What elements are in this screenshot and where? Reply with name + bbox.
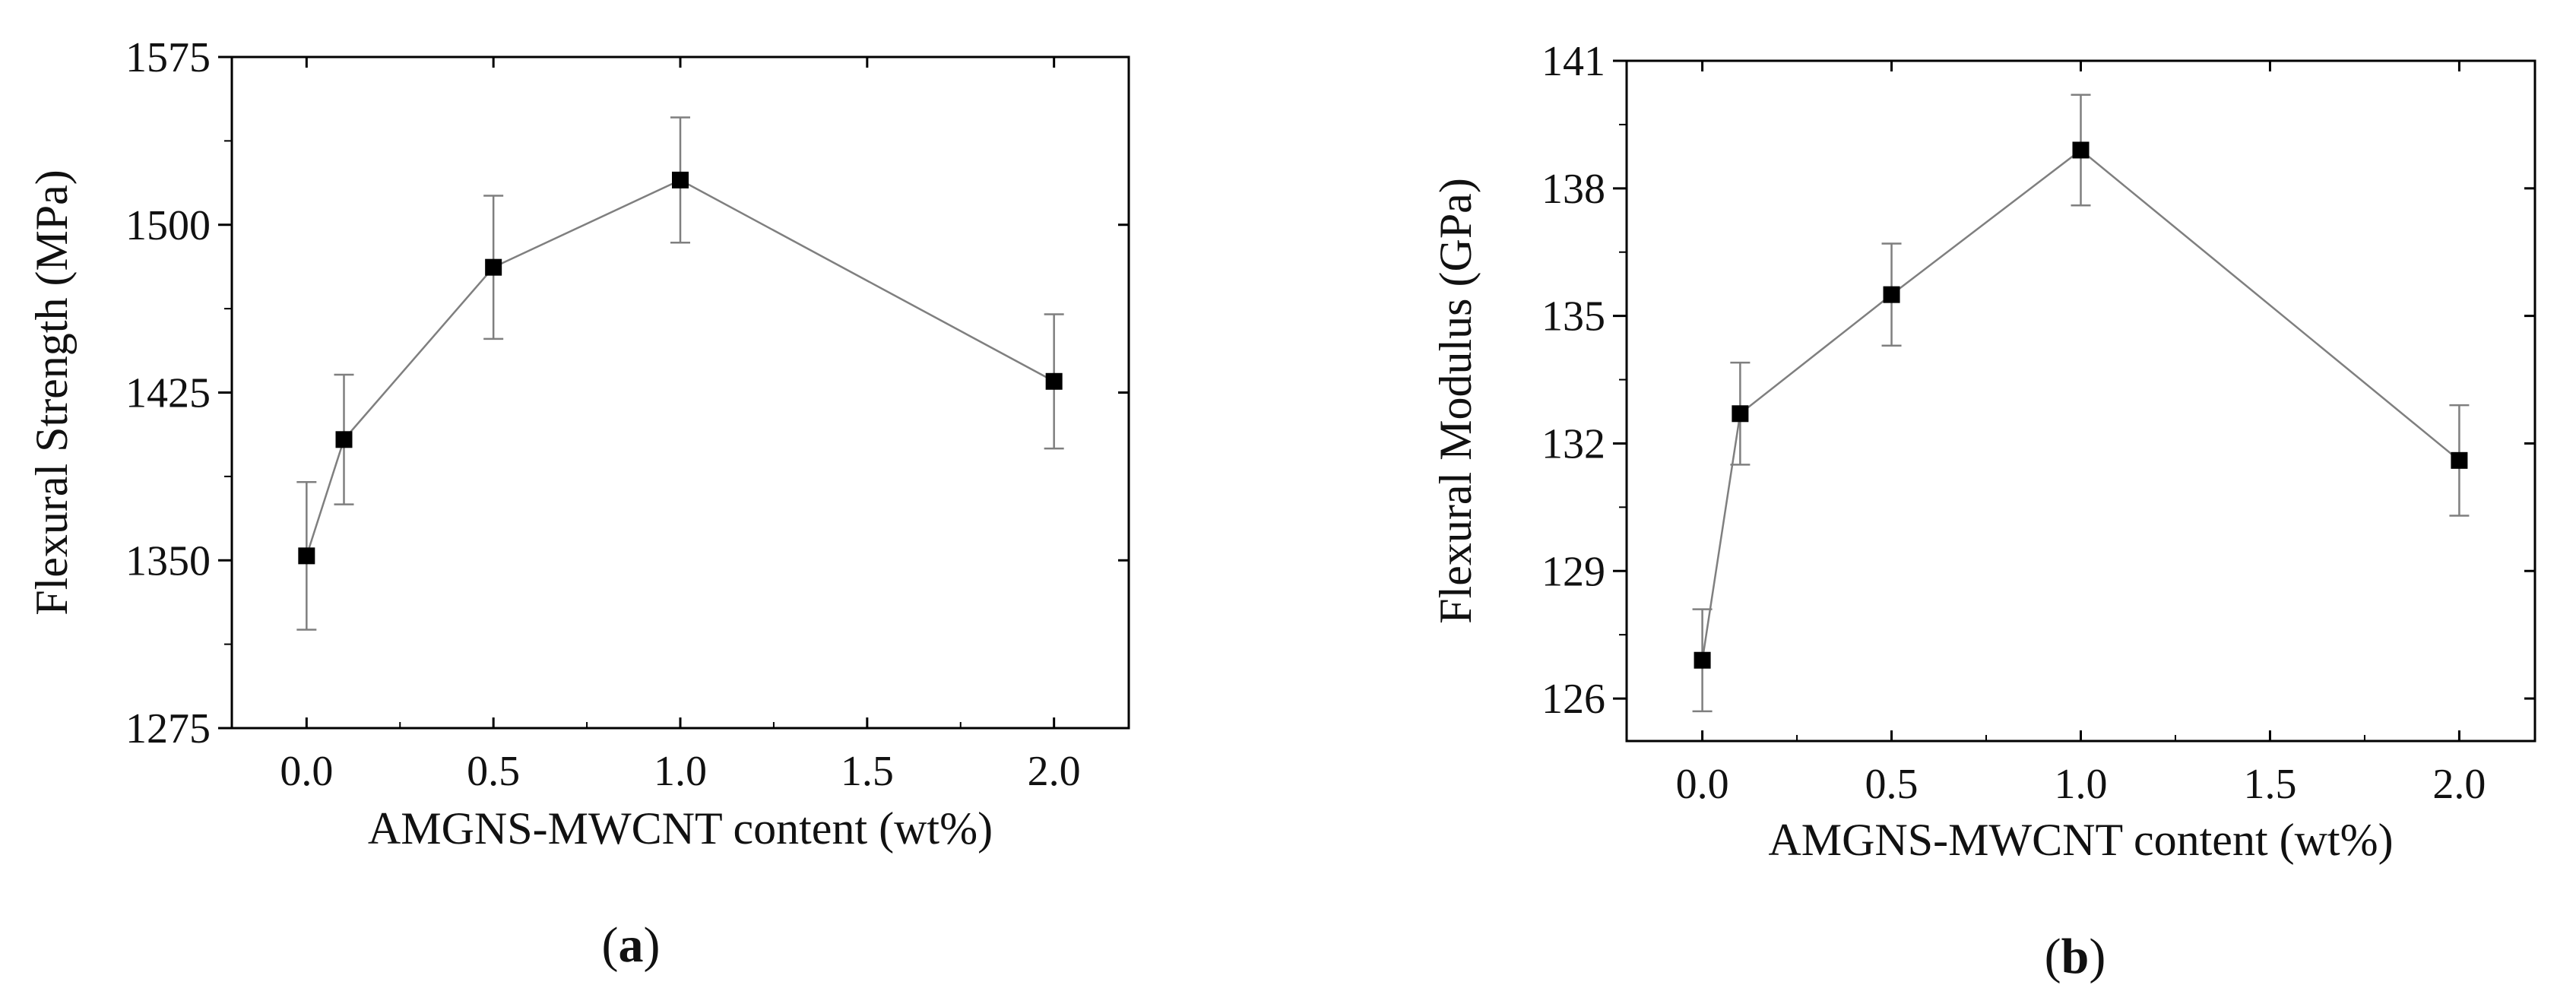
data-point <box>485 258 502 276</box>
x-tick-label: 2.0 <box>1028 748 1081 795</box>
chart-b: 0.0 0.5 1.0 1.5 2.0 126 129 132 135 138 141 AMGNS-M… <box>1431 38 2536 984</box>
y-tick-label: 1425 <box>125 370 211 417</box>
y-tick-label: 129 <box>1541 548 1605 595</box>
y-tick-label: 126 <box>1541 676 1605 723</box>
data-point <box>2451 451 2468 469</box>
caption-paren-close: ) <box>2089 929 2105 984</box>
y-tick-label: 141 <box>1541 38 1605 85</box>
x-tick-label: 0.0 <box>1676 761 1729 808</box>
series-line <box>1701 148 2460 660</box>
x-tick-label: 1.5 <box>841 748 894 795</box>
caption-letter: a <box>619 917 644 973</box>
x-tick-label: 0.5 <box>1865 761 1919 808</box>
data-point <box>2072 141 2090 159</box>
caption-paren-close: ) <box>644 917 661 973</box>
data-point <box>1045 372 1063 390</box>
chart-a: 0.0 0.5 1.0 1.5 2.0 1275 1350 1425 1500 1575 AMGNS… <box>27 34 1130 973</box>
x-tick-label: 1.0 <box>654 748 707 795</box>
subfigure-caption: (a) <box>602 917 661 973</box>
data-point <box>1883 286 1900 303</box>
y-axis-label: Flexural Modulus (GPa) <box>1431 178 1481 624</box>
data-point <box>298 547 315 565</box>
caption-letter: b <box>2061 929 2090 984</box>
y-tick-label: 1275 <box>125 705 211 752</box>
y-tick-label: 1575 <box>125 34 211 81</box>
x-tick-label: 1.0 <box>2055 761 2108 808</box>
x-tick-label: 1.5 <box>2243 761 2296 808</box>
y-tick-label: 1350 <box>125 537 211 584</box>
y-axis-label: Flexural Strength (MPa) <box>27 169 77 616</box>
data-point <box>335 431 353 448</box>
y-tick-label: 138 <box>1541 166 1605 213</box>
x-axis-label: AMGNS-MWCNT content (wt%) <box>1768 815 2393 865</box>
y-tick-label: 135 <box>1541 293 1605 340</box>
caption-paren-open: ( <box>2045 929 2061 984</box>
y-tick-label: 132 <box>1541 420 1605 467</box>
y-tick-label: 1500 <box>125 202 211 249</box>
data-point <box>672 171 689 188</box>
x-axis-label: AMGNS-MWCNT content (wt%) <box>368 803 993 854</box>
x-tick-label: 2.0 <box>2432 761 2486 808</box>
x-tick-label: 0.5 <box>467 748 520 795</box>
data-point <box>1694 651 1711 669</box>
x-tick-label: 0.0 <box>280 748 333 795</box>
data-point <box>1732 405 1749 423</box>
caption-paren-open: ( <box>602 917 619 973</box>
subfigure-caption: (b) <box>2045 929 2106 984</box>
